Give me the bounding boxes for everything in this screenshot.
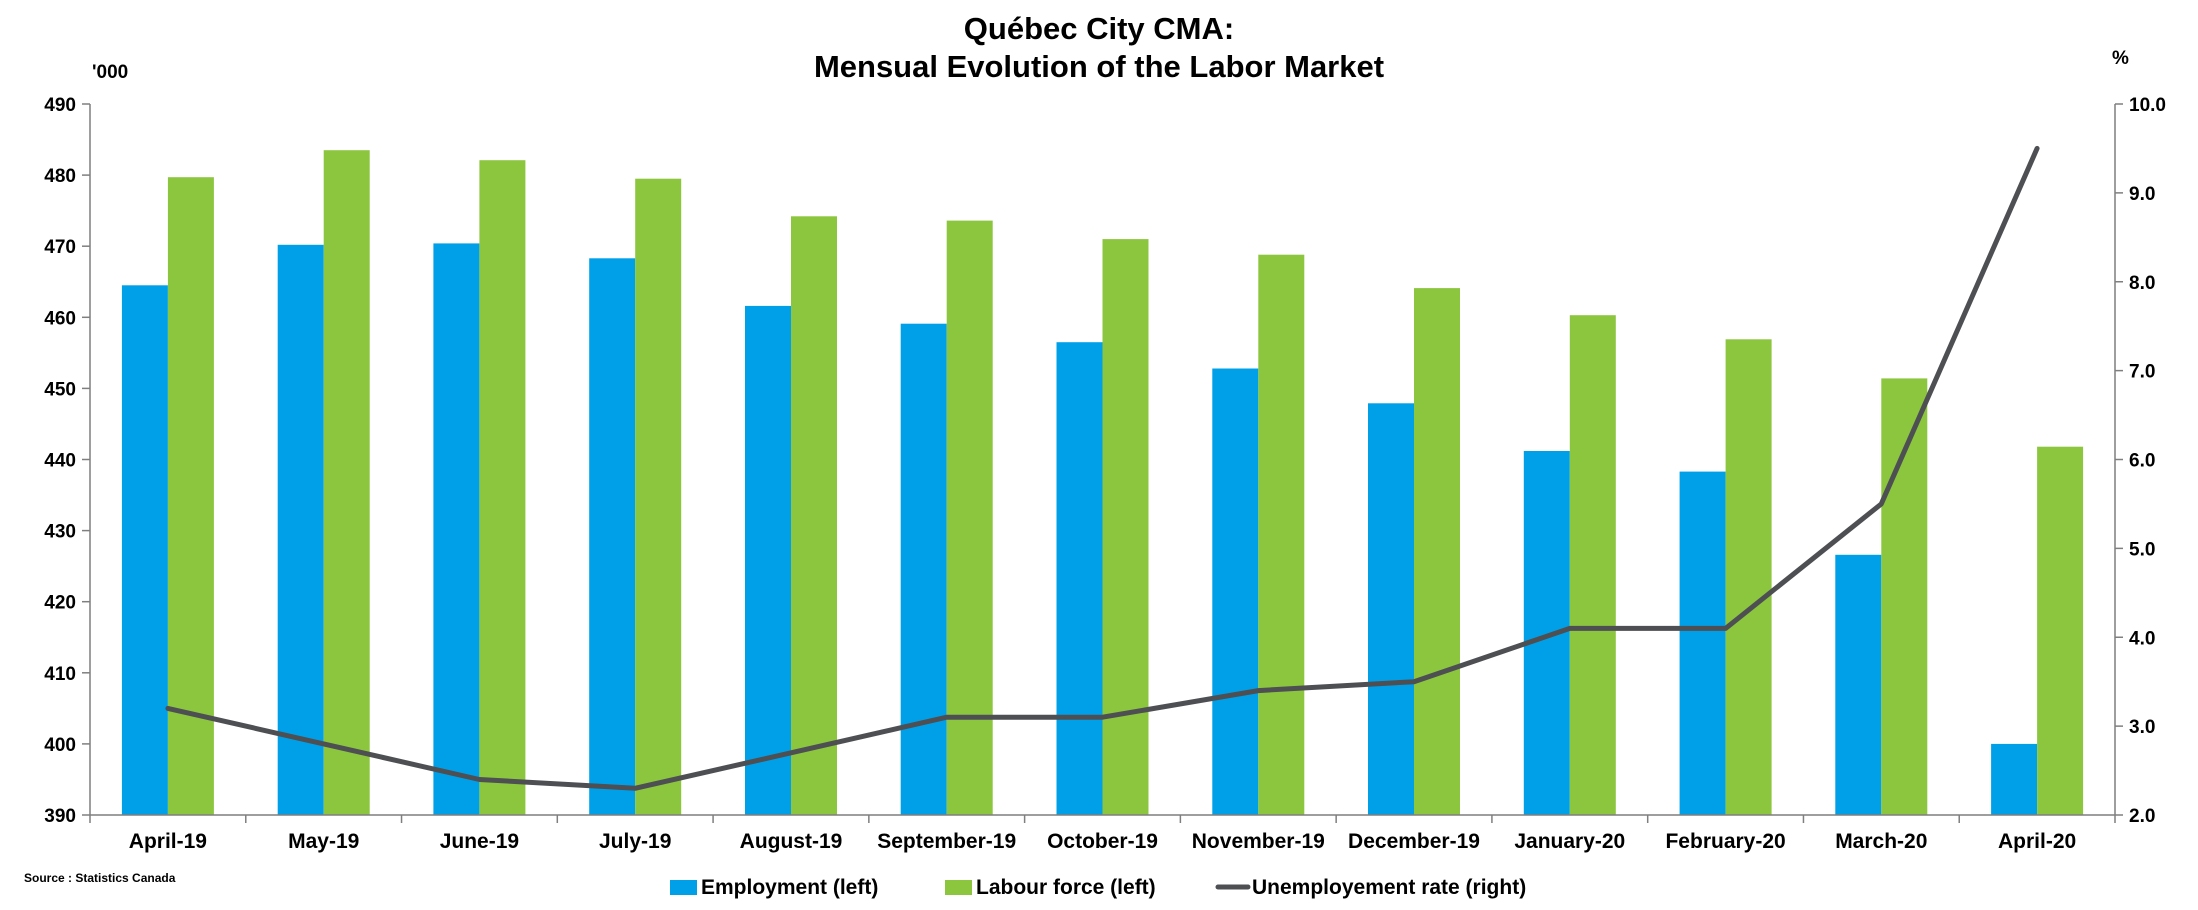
bar-labour-force-10 — [1725, 339, 1772, 815]
left-tick-label-0: 390 — [44, 806, 76, 827]
x-tick-label-3: July-19 — [599, 830, 671, 853]
left-tick-label-5: 440 — [44, 451, 76, 472]
bar-labour-force-3 — [635, 178, 682, 815]
chart-title: Québec City CMA: — [964, 11, 1234, 46]
bar-employment-8 — [1368, 403, 1414, 815]
bar-employment-12 — [1991, 743, 2038, 815]
x-tick-label-8: December-19 — [1348, 830, 1480, 853]
x-tick-label-11: March-20 — [1835, 830, 1927, 853]
left-tick-label-3: 420 — [44, 593, 76, 614]
x-tick-label-10: February-20 — [1665, 830, 1785, 853]
bar-labour-force-1 — [323, 150, 370, 815]
bar-labour-force-12 — [2037, 446, 2084, 815]
right-tick-label-1: 3.0 — [2129, 717, 2155, 738]
chart-subtitle: Mensual Evolution of the Labor Market — [814, 49, 1384, 84]
bar-labour-force-2 — [479, 160, 526, 815]
left-tick-label-4: 430 — [44, 522, 76, 543]
left-tick-label-7: 460 — [44, 308, 76, 329]
legend-swatch-employment — [670, 880, 697, 895]
right-tick-label-3: 5.0 — [2129, 539, 2155, 560]
legend: Employment (left) Labour force (left) Un… — [670, 876, 1526, 899]
legend-swatch-labour-force — [945, 880, 972, 895]
bar-employment-11 — [1835, 554, 1882, 815]
x-tick-label-12: April-20 — [1998, 830, 2076, 853]
bar-labour-force-6 — [1102, 239, 1149, 816]
left-tick-label-8: 470 — [44, 237, 76, 258]
bar-labour-force-7 — [1258, 254, 1305, 815]
right-tick-label-2: 4.0 — [2129, 628, 2155, 649]
left-tick-label-9: 480 — [44, 166, 76, 187]
x-tick-label-7: November-19 — [1192, 830, 1325, 853]
line-unemployment-rate — [165, 145, 2040, 791]
bar-employment-7 — [1212, 368, 1259, 815]
right-tick-label-8: 10.0 — [2129, 95, 2166, 116]
bar-employment-5 — [900, 323, 947, 815]
right-axis-unit: % — [2112, 48, 2129, 69]
bars-group — [121, 150, 2084, 816]
bar-employment-10 — [1679, 471, 1726, 815]
source-note: Source : Statistics Canada — [24, 871, 176, 885]
legend-label-labour-force: Labour force (left) — [976, 876, 1156, 899]
right-tick-label-5: 7.0 — [2129, 362, 2155, 383]
right-tick-label-7: 9.0 — [2129, 184, 2155, 205]
left-tick-label-6: 450 — [44, 379, 76, 400]
bar-labour-force-11 — [1881, 378, 1928, 815]
bar-employment-2 — [433, 243, 480, 815]
bar-employment-0 — [121, 285, 168, 815]
bar-employment-1 — [277, 244, 324, 816]
left-tick-label-1: 400 — [44, 735, 76, 756]
bar-employment-4 — [745, 305, 791, 815]
x-tick-label-0: April-19 — [129, 830, 207, 853]
bar-employment-3 — [589, 258, 636, 815]
x-tick-label-1: May-19 — [288, 830, 359, 853]
legend-label-employment: Employment (left) — [701, 876, 878, 899]
legend-label-unemployment-rate: Unemployement rate (right) — [1252, 876, 1526, 899]
x-tick-labels: April-19 May-19 June-19 July-19 August-19 Sep… — [129, 830, 2076, 853]
bar-labour-force-9 — [1569, 315, 1616, 815]
bar-labour-force-4 — [791, 216, 837, 816]
x-tick-label-9: January-20 — [1514, 830, 1625, 853]
bar-labour-force-5 — [946, 220, 993, 816]
left-axis-unit: '000 — [92, 62, 128, 83]
x-tick-label-2: June-19 — [440, 830, 519, 853]
left-tick-label-2: 410 — [44, 664, 76, 685]
line-group — [165, 145, 2040, 791]
x-tick-label-4: August-19 — [740, 830, 843, 853]
bar-labour-force-8 — [1414, 288, 1460, 816]
x-tick-label-5: September-19 — [877, 830, 1016, 853]
x-tick-label-6: October-19 — [1047, 830, 1158, 853]
axes-group: 390 400 410 420 430 440 450 460 470 480 490 2.0 3.0 4… — [44, 95, 2166, 827]
right-tick-label-4: 6.0 — [2129, 451, 2155, 472]
right-tick-label-6: 8.0 — [2129, 273, 2155, 294]
right-tick-label-0: 2.0 — [2129, 806, 2155, 827]
left-tick-label-10: 490 — [44, 95, 76, 116]
bar-employment-6 — [1056, 342, 1103, 815]
